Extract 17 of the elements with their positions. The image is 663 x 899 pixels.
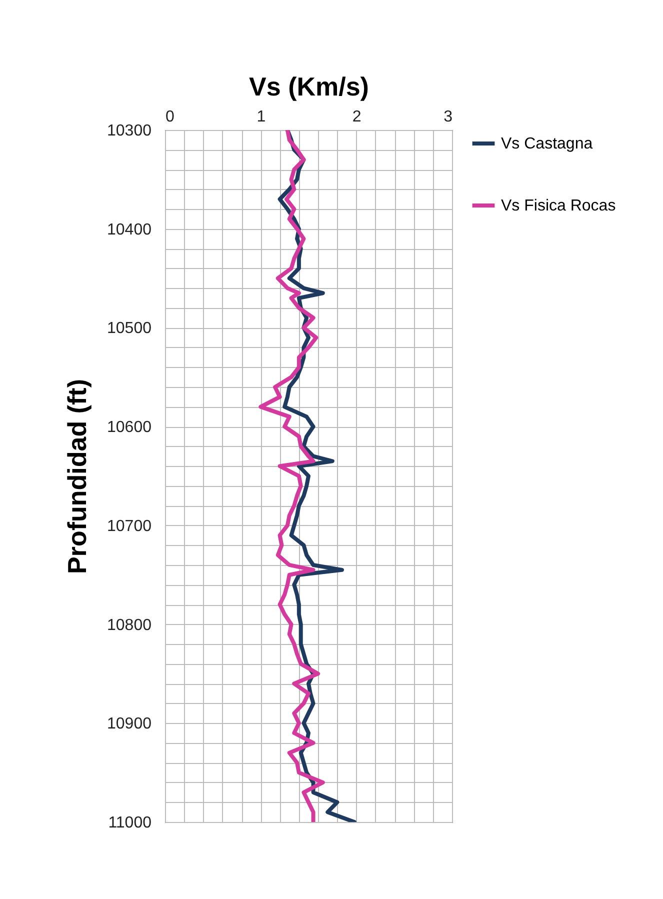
y-axis-title: Profundidad (ft) xyxy=(62,379,92,574)
line-series xyxy=(258,130,325,822)
y-tick-label: 10400 xyxy=(107,221,152,238)
x-axis-title: Vs (Km/s) xyxy=(249,72,369,102)
legend-label: Vs Castagna xyxy=(501,136,593,152)
y-tick-label: 10500 xyxy=(107,320,152,338)
y-tick-label: 10800 xyxy=(107,616,152,634)
y-tick-label: 10300 xyxy=(107,122,152,140)
y-tick-label: 11000 xyxy=(108,814,152,832)
x-tick-label: 1 xyxy=(256,108,266,126)
x-tick-label: 0 xyxy=(166,108,174,126)
y-tick-label: 10700 xyxy=(107,518,152,535)
legend-label: Vs Fisica Rocas xyxy=(501,198,616,214)
y-tick-label: 10600 xyxy=(107,419,152,436)
x-tick-label: 3 xyxy=(444,108,453,126)
y-tick-label: 10900 xyxy=(107,716,152,733)
x-tick-label: 2 xyxy=(352,108,362,126)
